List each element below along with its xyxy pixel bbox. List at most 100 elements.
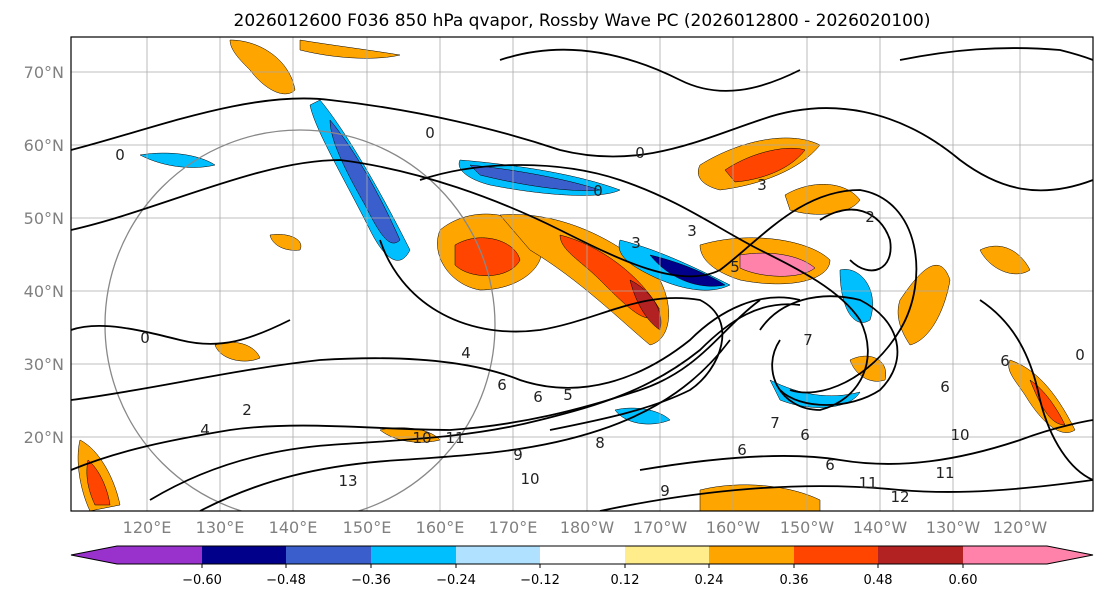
colorbar-tick-label: 0.24 [695,573,724,588]
qvapor-shading [77,39,1076,511]
longitude-label: 120°W [993,518,1048,537]
colorbar-segment [286,546,371,564]
contour-label: 6 [1000,352,1010,370]
contour-label: 0 [140,329,150,347]
shading-region [299,39,401,59]
colorbar-segment [625,546,709,564]
contour-label: 8 [595,434,605,452]
contour-label: 3 [687,222,697,240]
contour-line [639,419,1093,471]
contour-label: 6 [497,376,507,394]
contour-line [599,479,1093,511]
contour-label: 6 [940,378,950,396]
contour-label: 3 [631,234,641,252]
contour-label: 2 [242,401,252,419]
latitude-label: 30°N [24,355,64,374]
contour-label: 6 [737,441,747,459]
colorbar-segment [202,546,286,564]
shading-region [229,39,296,95]
colorbar-tick-label: −0.36 [351,573,391,588]
contour-line [899,47,1093,61]
shading-region [499,214,669,346]
contour-line [759,295,899,406]
rossby-wave-contours [71,47,1093,511]
latitude-labels: 70°N 60°N 50°N 40°N 30°N 20°N [24,63,64,447]
contour-label: 11 [935,464,954,482]
contour-label: 0 [593,182,603,200]
longitude-label: 130°W [926,518,981,537]
contour-line [149,303,801,501]
colorbar-tick-label: −0.24 [436,573,476,588]
contour-label: 11 [445,429,464,447]
colorbar-tick-label: −0.12 [520,573,560,588]
contour-label: 4 [461,344,471,362]
contour-line [71,159,918,394]
contour-label: 4 [200,421,210,439]
latitude-label: 40°N [24,282,64,301]
colorbar-outline [70,545,1094,565]
contour-label: 10 [412,429,431,447]
shading-region [559,234,661,319]
contour-label: 6 [825,456,835,474]
colorbar-extend-low [71,546,117,564]
longitude-label: 170°E [489,518,538,537]
contour-label: 10 [950,426,969,444]
longitude-label: 120°E [123,518,172,537]
contour-label: 3 [757,176,767,194]
shading-region [329,119,401,244]
contour-line [379,239,724,431]
colorbar-segment [794,546,878,564]
colorbar-segment [117,546,202,564]
contour-label: 5 [730,258,740,276]
longitude-label: 140°E [269,518,318,537]
contour-line [71,97,1093,192]
shading-region [724,147,806,183]
contour-label: 6 [533,388,543,406]
contour-label: 0 [115,146,125,164]
colorbar-tick-label: 0.12 [611,573,640,588]
colorbar-segment [709,546,794,564]
reference-circle [104,129,496,511]
shading-region [469,164,601,191]
colorbar-segment [963,546,1047,564]
contour-label: 2 [865,208,875,226]
longitude-label: 130°E [196,518,245,537]
contour-label: 11 [858,474,877,492]
contour-label: 6 [800,426,810,444]
colorbar-tick-label: 0.48 [864,573,893,588]
contour-label: 13 [338,472,357,490]
colorbar-tick-label: 0.36 [780,573,809,588]
contour-line [979,299,1093,481]
longitude-label: 160°W [706,518,761,537]
shading-region [139,152,216,168]
map-frame [70,36,1094,512]
shading-region [897,265,951,346]
contour-label: 9 [660,482,670,500]
shading-region [979,245,1031,275]
latitude-label: 60°N [24,136,64,155]
colorbar-tick-label: −0.48 [266,573,306,588]
contour-label: 0 [1075,346,1085,364]
longitude-label: 150°E [343,518,392,537]
longitude-label: 150°W [780,518,835,537]
latitude-label: 50°N [24,209,64,228]
graticule [71,37,1093,511]
longitude-label: 170°W [633,518,688,537]
longitude-label: 160°E [416,518,465,537]
colorbar-tick-label: 0.60 [949,573,978,588]
figure-title: 2026012600 F036 850 hPa qvapor, Rossby W… [234,11,931,31]
shading-region [86,459,111,506]
contour-line [819,208,892,272]
shading-region [739,252,816,277]
contour-line [419,164,869,411]
shading-region [649,254,726,287]
contour-label: 12 [890,488,909,506]
colorbar-segment [540,546,625,564]
colorbar-segment [371,546,456,564]
contour-line [71,299,761,471]
contour-label: 10 [520,470,539,488]
